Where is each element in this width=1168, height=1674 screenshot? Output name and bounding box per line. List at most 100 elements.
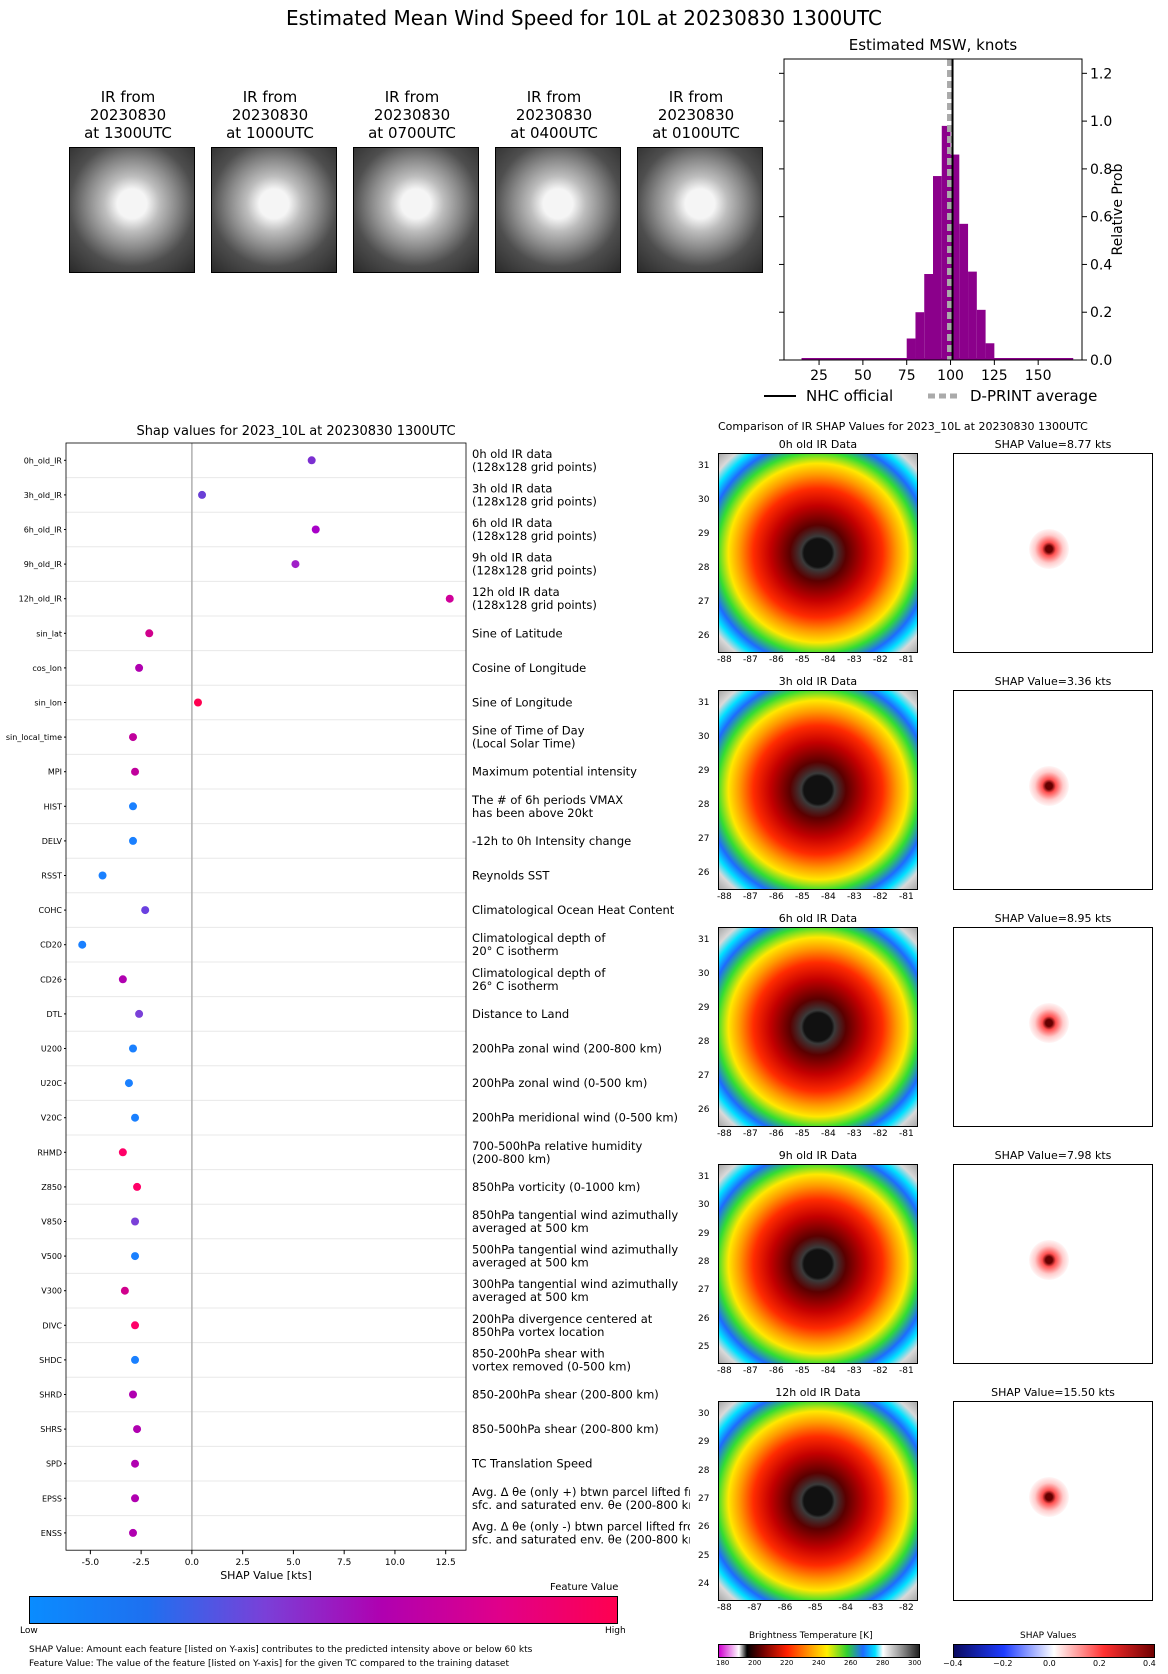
ir-y-tick-label: 29 <box>698 766 710 776</box>
feature-name-label: EPSS <box>42 1494 62 1503</box>
ir-y-tick-label: 28 <box>698 1037 710 1047</box>
shap-tick-label: −0.4 <box>943 1659 963 1668</box>
shap-point <box>118 975 127 984</box>
shap-point <box>124 1079 133 1088</box>
ir-x-tick-label: -82 <box>873 1129 888 1139</box>
shap-hotspot <box>1029 766 1069 806</box>
shap-values-colorbar <box>953 1644 1155 1658</box>
ir-x-tick-label: -85 <box>795 892 810 902</box>
shap-panel-title: SHAP Value=8.95 kts <box>994 912 1112 925</box>
ir-y-tick-label: 31 <box>698 461 710 471</box>
feature-description: Sine of Time of Day <box>472 724 585 738</box>
feature-description: The # of 6h periods VMAX <box>471 793 623 807</box>
bt-tick-label: 300 <box>908 1659 922 1667</box>
ir-x-tick-label: -84 <box>821 892 836 902</box>
ir-y-tick-label: 25 <box>698 1550 710 1561</box>
feature-description: 20° C isotherm <box>472 944 559 958</box>
ir-y-tick-label: 26 <box>698 1313 710 1324</box>
shap-panel-title: SHAP Value=15.50 kts <box>991 1386 1115 1399</box>
feature-description: Distance to Land <box>472 1007 569 1021</box>
histogram-bar <box>915 312 925 360</box>
ir-x-tick-label: -85 <box>795 655 810 665</box>
feature-description: sfc. and saturated env. θe (200-800 km) <box>472 1498 690 1512</box>
ir-x-tick-label: -88 <box>717 1129 732 1139</box>
ir-x-tick-label: -82 <box>873 655 888 665</box>
shap-point <box>129 802 138 811</box>
ir-panel-title: 9h old IR Data <box>778 1149 858 1162</box>
ir-y-tick-label: 27 <box>698 597 710 607</box>
x-tick-label: 50 <box>854 368 872 384</box>
feature-description: 500hPa tangential wind azimuthally <box>472 1243 678 1257</box>
ir-thumb-caption: IR from 20230830 at 1000UTC <box>226 88 314 142</box>
ir-x-tick-label: -87 <box>743 1366 758 1376</box>
shap-point <box>135 1009 144 1018</box>
ir-panel-image <box>718 1164 918 1364</box>
bt-tick-label: 260 <box>844 1659 858 1667</box>
feature-description: (128x128 grid points) <box>472 598 597 612</box>
shap-values-label: SHAP Values <box>1020 1631 1077 1641</box>
ir-panel-image <box>718 690 918 890</box>
shap-panel-image <box>953 690 1153 890</box>
histogram-bar <box>976 309 986 360</box>
feature-description: 12h old IR data <box>472 585 560 599</box>
ir-x-tick-label: -88 <box>717 1603 732 1613</box>
ir-x-tick-label: -83 <box>847 1366 862 1376</box>
shap-point <box>118 1148 127 1157</box>
legend-dprint-label: D-PRINT average <box>970 387 1097 405</box>
ir-x-tick-label: -83 <box>847 1129 862 1139</box>
shap-point <box>131 767 140 776</box>
ir-x-tick-label: -82 <box>873 892 888 902</box>
feature-name-label: sin_local_time <box>6 733 62 742</box>
x-tick-label: 2.5 <box>235 1558 249 1568</box>
shap-chart-title: Shap values for 2023_10L at 20230830 130… <box>136 424 455 439</box>
shap-panel-title: SHAP Value=7.98 kts <box>994 1149 1112 1162</box>
shap-point <box>131 1113 140 1122</box>
shap-panel-image <box>953 927 1153 1127</box>
feature-description: 0h old IR data <box>472 447 552 461</box>
feature-description: 200hPa divergence centered at <box>472 1312 653 1326</box>
feature-name-label: DTL <box>46 1010 62 1019</box>
ir-y-tick-label: 28 <box>698 1465 710 1476</box>
feature-description: (200-800 km) <box>472 1152 551 1166</box>
y-tick-label: 0.8 <box>1090 162 1112 178</box>
feature-description: Cosine of Longitude <box>472 661 586 675</box>
ir-y-tick-label: 27 <box>698 1494 710 1504</box>
feature-description: (128x128 grid points) <box>472 564 597 578</box>
feature-value-low: Low <box>20 1626 38 1636</box>
shap-point <box>311 525 320 534</box>
histogram-bar <box>924 274 933 360</box>
shap-tick-label: −0.2 <box>993 1659 1013 1668</box>
ir-y-tick-label: 29 <box>698 1437 710 1448</box>
ir-y-tick-label: 26 <box>698 1105 710 1115</box>
feature-description: (128x128 grid points) <box>472 494 597 508</box>
feature-name-label: MPI <box>48 768 62 777</box>
brightness-temp-label: Brightness Temperature [K] <box>749 1631 873 1641</box>
histogram-bar <box>933 176 942 360</box>
ir-x-tick-label: -84 <box>821 1129 836 1139</box>
feature-name-label: SHRS <box>40 1425 62 1434</box>
shap-panel-title: SHAP Value=8.77 kts <box>994 438 1112 451</box>
feature-description: -12h to 0h Intensity change <box>472 834 631 848</box>
ir-x-tick-label: -85 <box>795 1366 810 1376</box>
feature-description: 850-200hPa shear with <box>472 1346 605 1360</box>
ir-x-tick-label: -86 <box>769 1366 784 1376</box>
bt-tick-label: 180 <box>716 1659 730 1667</box>
feature-description: Sine of Longitude <box>472 696 572 710</box>
feature-description: vortex removed (0-500 km) <box>472 1359 631 1373</box>
x-tick-label: 10.0 <box>385 1558 405 1568</box>
feature-description: averaged at 500 km <box>472 1256 589 1270</box>
y-tick-label: 1.2 <box>1090 66 1112 82</box>
feature-name-label: ENSS <box>41 1529 62 1538</box>
feature-name-label: U20C <box>40 1079 62 1088</box>
brightness-temp-colorbar <box>718 1644 920 1658</box>
feature-name-label: 12h_old_IR <box>19 595 63 604</box>
shap-point <box>193 698 202 707</box>
feature-description: Avg. Δ θe (only +) btwn parcel lifted fr… <box>472 1485 690 1499</box>
feature-description: 200hPa zonal wind (200-800 km) <box>472 1042 662 1056</box>
feature-value-colorbar <box>29 1596 618 1624</box>
shap-panel-title: SHAP Value=3.36 kts <box>994 675 1112 688</box>
shap-panel-image <box>953 453 1153 653</box>
note-feature: Feature Value: The value of the feature … <box>29 1659 510 1669</box>
ir-x-tick-label: -81 <box>899 892 914 902</box>
feature-description: 850-200hPa shear (200-800 km) <box>472 1388 659 1402</box>
